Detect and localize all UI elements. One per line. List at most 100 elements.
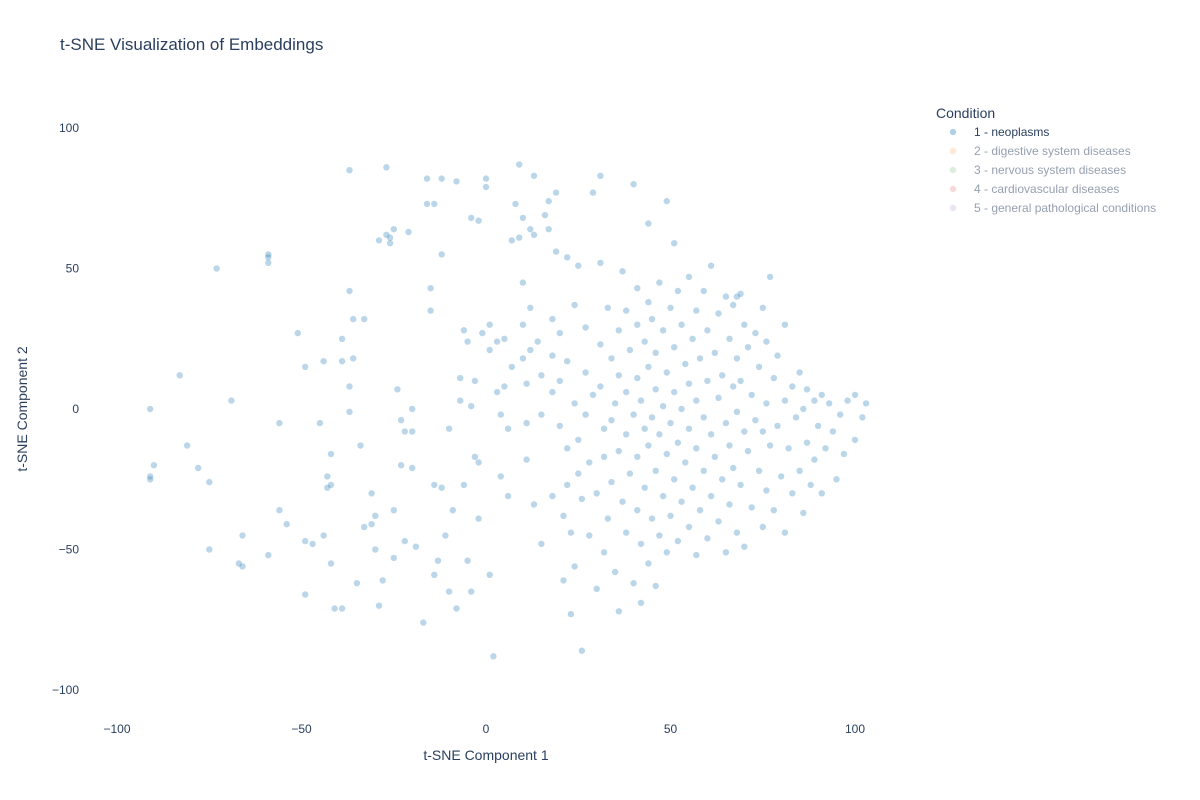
data-point[interactable] — [641, 338, 648, 345]
data-point[interactable] — [545, 197, 552, 205]
data-point[interactable] — [320, 532, 327, 539]
data-point[interactable] — [346, 383, 353, 390]
data-point[interactable] — [600, 453, 608, 460]
data-point[interactable] — [486, 321, 493, 328]
data-point[interactable] — [667, 419, 674, 427]
data-point[interactable] — [523, 419, 530, 427]
data-point[interactable] — [464, 338, 471, 345]
data-point[interactable] — [460, 481, 468, 489]
data-point[interactable] — [423, 175, 431, 182]
data-point[interactable] — [324, 484, 331, 491]
data-point[interactable] — [512, 200, 519, 208]
data-point[interactable] — [700, 467, 707, 474]
data-point[interactable] — [361, 523, 368, 531]
data-point[interactable] — [438, 484, 445, 491]
data-point[interactable] — [519, 279, 527, 286]
data-point[interactable] — [401, 428, 408, 435]
data-point[interactable] — [530, 172, 538, 179]
data-point[interactable] — [741, 543, 748, 550]
data-point[interactable] — [530, 231, 538, 238]
data-point[interactable] — [468, 403, 475, 410]
data-point[interactable] — [711, 349, 718, 356]
data-point[interactable] — [811, 456, 818, 463]
data-point[interactable] — [770, 374, 777, 382]
data-point[interactable] — [722, 293, 730, 300]
data-point[interactable] — [556, 422, 563, 430]
data-point[interactable] — [431, 200, 438, 208]
data-point[interactable] — [564, 445, 571, 452]
data-point[interactable] — [320, 358, 327, 365]
data-point[interactable] — [497, 411, 504, 418]
data-point[interactable] — [575, 436, 582, 444]
data-point[interactable] — [147, 405, 154, 413]
data-point[interactable] — [265, 259, 272, 267]
legend-item-3[interactable]: 3 - nervous system diseases — [949, 163, 1126, 177]
data-point[interactable] — [641, 425, 648, 432]
legend-item-4[interactable]: 4 - cardiovascular diseases — [949, 182, 1120, 196]
data-point[interactable] — [737, 377, 744, 385]
data-point[interactable] — [575, 262, 582, 269]
data-point[interactable] — [833, 476, 840, 483]
data-point[interactable] — [564, 254, 571, 261]
data-point[interactable] — [346, 287, 353, 295]
data-point[interactable] — [390, 554, 397, 562]
data-point[interactable] — [671, 388, 678, 396]
data-point[interactable] — [733, 408, 741, 415]
data-point[interactable] — [556, 329, 563, 337]
data-point[interactable] — [302, 537, 309, 545]
data-point[interactable] — [294, 329, 301, 337]
data-point[interactable] — [586, 532, 593, 539]
data-point[interactable] — [626, 346, 634, 354]
data-point[interactable] — [442, 532, 449, 539]
data-point[interactable] — [685, 425, 693, 432]
data-point[interactable] — [338, 335, 346, 342]
data-point[interactable] — [778, 473, 785, 480]
data-point[interactable] — [792, 414, 800, 421]
data-point[interactable] — [523, 456, 530, 463]
data-point[interactable] — [564, 481, 571, 489]
data-point[interactable] — [327, 481, 335, 489]
data-point[interactable] — [685, 380, 693, 387]
data-point[interactable] — [390, 226, 397, 233]
data-point[interactable] — [781, 321, 789, 328]
data-point[interactable] — [471, 377, 479, 385]
data-point[interactable] — [730, 383, 737, 390]
data-point[interactable] — [814, 422, 822, 430]
data-point[interactable] — [611, 568, 619, 576]
data-point[interactable] — [423, 200, 431, 208]
data-point[interactable] — [630, 411, 637, 418]
data-point[interactable] — [796, 467, 803, 474]
data-point[interactable] — [346, 408, 353, 415]
data-point[interactable] — [383, 231, 390, 238]
legend-item-1[interactable]: 1 - neoplasms — [949, 125, 1050, 139]
data-point[interactable] — [744, 447, 752, 455]
data-point[interactable] — [634, 453, 641, 460]
data-point[interactable] — [228, 397, 235, 404]
data-point[interactable] — [652, 582, 659, 590]
data-point[interactable] — [578, 647, 586, 654]
data-point[interactable] — [645, 363, 652, 371]
data-point[interactable] — [696, 355, 704, 362]
data-point[interactable] — [803, 386, 811, 393]
data-point[interactable] — [707, 431, 715, 438]
data-point[interactable] — [608, 478, 615, 486]
data-point[interactable] — [409, 428, 416, 435]
data-point[interactable] — [346, 167, 353, 174]
data-point[interactable] — [397, 417, 405, 424]
data-point[interactable] — [678, 498, 685, 505]
data-point[interactable] — [637, 540, 645, 548]
data-point[interactable] — [737, 290, 744, 297]
data-point[interactable] — [715, 518, 722, 525]
data-point[interactable] — [571, 400, 578, 407]
data-point[interactable] — [394, 386, 401, 393]
data-point[interactable] — [800, 405, 807, 413]
data-point[interactable] — [659, 327, 667, 334]
data-point[interactable] — [652, 349, 659, 356]
data-point[interactable] — [674, 439, 682, 446]
data-point[interactable] — [770, 507, 777, 514]
data-point[interactable] — [615, 447, 622, 455]
data-point[interactable] — [564, 358, 571, 365]
data-point[interactable] — [375, 602, 383, 609]
data-point[interactable] — [722, 549, 730, 556]
data-point[interactable] — [527, 346, 534, 354]
